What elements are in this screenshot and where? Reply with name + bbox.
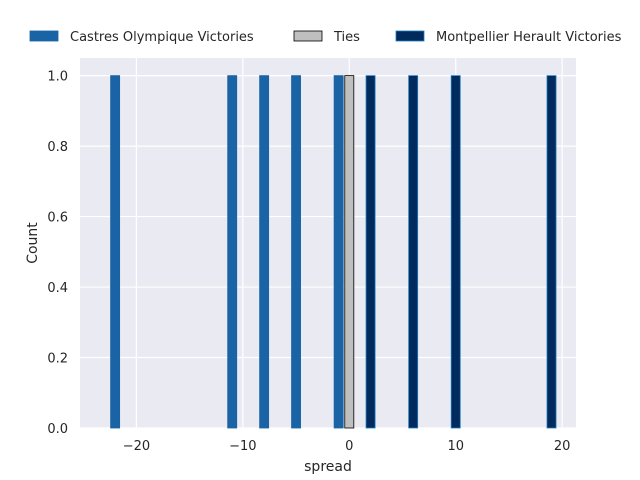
x-tick-labels: −20 −10 0 10 20 <box>123 439 571 454</box>
legend-label: Castres Olympique Victories <box>70 30 254 45</box>
bar <box>344 75 355 429</box>
legend-label: Ties <box>333 30 360 45</box>
bar <box>110 75 121 429</box>
y-tick-label: 0.8 <box>47 140 68 155</box>
bar <box>450 75 461 429</box>
y-tick-label: 0.6 <box>47 211 68 226</box>
legend-label: Montpellier Herault Victories <box>436 30 622 45</box>
y-tick-labels: 0.0 0.2 0.4 0.6 0.8 1.0 <box>47 70 68 437</box>
x-tick-label: −10 <box>229 439 256 454</box>
y-tick-label: 1.0 <box>47 70 68 85</box>
plot-area <box>80 58 576 428</box>
legend-swatch <box>293 30 323 42</box>
x-axis-label: spread <box>304 459 352 475</box>
bar <box>546 75 557 429</box>
y-tick-label: 0.4 <box>47 281 68 296</box>
bar <box>227 75 238 429</box>
bars <box>110 75 557 429</box>
x-tick-label: −20 <box>123 439 150 454</box>
y-tick-label: 0.0 <box>47 422 68 437</box>
y-tick-label: 0.2 <box>47 352 68 367</box>
legend-swatch <box>395 30 425 42</box>
x-tick-label: 20 <box>554 439 571 454</box>
x-tick-label: 10 <box>447 439 464 454</box>
bar <box>259 75 270 429</box>
x-tick-label: 0 <box>345 439 353 454</box>
y-axis-label: Count <box>25 222 41 264</box>
bar <box>333 75 344 429</box>
bar <box>365 75 376 429</box>
legend-swatch <box>29 30 59 42</box>
legend: Castres Olympique Victories Ties Montpelli… <box>29 30 622 45</box>
bar <box>408 75 419 429</box>
bar <box>291 75 301 429</box>
